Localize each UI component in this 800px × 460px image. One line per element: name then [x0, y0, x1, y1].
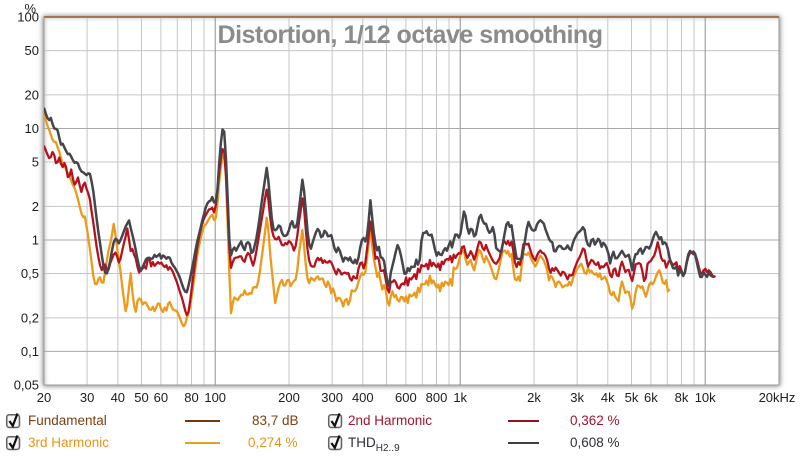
svg-text:800: 800: [426, 390, 448, 405]
svg-text:30: 30: [80, 390, 94, 405]
svg-text:0,1: 0,1: [21, 344, 39, 359]
svg-text:%: %: [24, 1, 36, 16]
svg-text:3k: 3k: [570, 390, 584, 405]
svg-text:20: 20: [25, 87, 39, 102]
svg-text:10k: 10k: [695, 390, 716, 405]
svg-text:1: 1: [32, 233, 39, 248]
svg-text:0,362 %: 0,362 %: [570, 413, 620, 428]
svg-text:2nd Harmonic: 2nd Harmonic: [348, 413, 432, 428]
svg-text:Fundamental: Fundamental: [28, 413, 107, 428]
svg-text:20kHz: 20kHz: [759, 390, 796, 405]
svg-text:10: 10: [25, 121, 39, 136]
svg-text:0,2: 0,2: [21, 310, 39, 325]
svg-text:3rd Harmonic: 3rd Harmonic: [28, 435, 109, 450]
svg-text:0,5: 0,5: [21, 266, 39, 281]
svg-text:80: 80: [184, 390, 198, 405]
svg-text:2k: 2k: [527, 390, 541, 405]
svg-text:50: 50: [25, 43, 39, 58]
svg-text:100: 100: [204, 390, 226, 405]
svg-text:6k: 6k: [644, 390, 658, 405]
svg-text:5: 5: [32, 155, 39, 170]
svg-text:60: 60: [154, 390, 168, 405]
svg-text:4k: 4k: [601, 390, 615, 405]
svg-text:50: 50: [134, 390, 148, 405]
svg-text:600: 600: [395, 390, 417, 405]
svg-text:Distortion, 1/12 octave smooth: Distortion, 1/12 octave smoothing: [218, 21, 603, 49]
svg-text:0,05: 0,05: [14, 378, 39, 393]
svg-text:83,7 dB: 83,7 dB: [252, 413, 299, 428]
svg-text:2: 2: [32, 199, 39, 214]
svg-text:0,274 %: 0,274 %: [248, 435, 298, 450]
svg-text:100: 100: [17, 10, 39, 25]
svg-text:300: 300: [321, 390, 343, 405]
svg-text:THDH2..9: THDH2..9: [348, 435, 400, 454]
svg-text:1k: 1k: [453, 390, 467, 405]
svg-text:8k: 8k: [675, 390, 689, 405]
svg-text:400: 400: [352, 390, 374, 405]
svg-text:20: 20: [37, 390, 51, 405]
svg-text:5k: 5k: [625, 390, 639, 405]
svg-text:200: 200: [278, 390, 300, 405]
svg-text:40: 40: [111, 390, 125, 405]
svg-text:0,608 %: 0,608 %: [570, 435, 620, 450]
